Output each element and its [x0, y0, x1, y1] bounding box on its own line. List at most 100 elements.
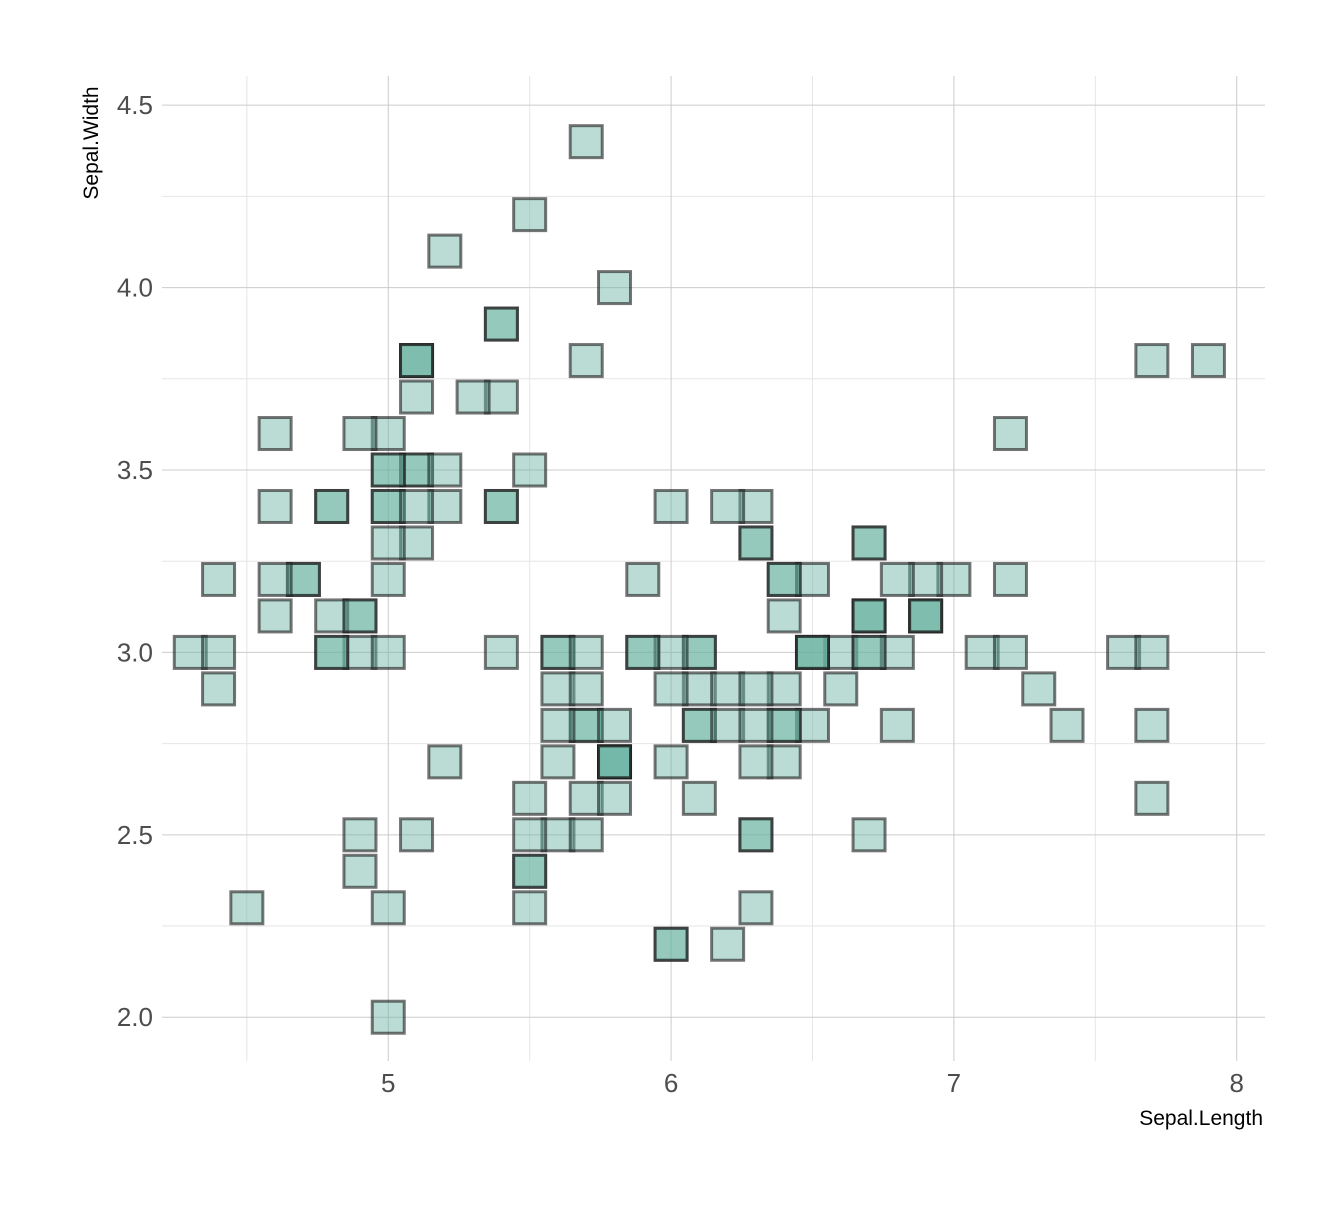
data-point [427, 233, 463, 269]
data-point [738, 525, 774, 561]
x-tick-label: 8 [1229, 1068, 1243, 1098]
data-point [342, 598, 378, 634]
data-point [851, 525, 887, 561]
data-point [766, 707, 802, 743]
data-point [568, 343, 604, 379]
data-point [512, 890, 548, 926]
data-point [597, 744, 633, 780]
data-point [851, 598, 887, 634]
data-point [766, 561, 802, 597]
data-point [1134, 343, 1170, 379]
y-axis-title: Sepal.Width [80, 86, 103, 199]
data-point [597, 270, 633, 306]
data-point [823, 634, 859, 670]
data-point [738, 707, 774, 743]
data-point [653, 488, 689, 524]
data-point [710, 707, 746, 743]
data-point [399, 452, 435, 488]
y-tick-label: 3.0 [117, 637, 153, 667]
data-point [992, 416, 1028, 452]
data-point [766, 671, 802, 707]
data-point [710, 671, 746, 707]
data-point [399, 379, 435, 415]
data-point [1049, 707, 1085, 743]
data-point [879, 634, 915, 670]
data-point [257, 416, 293, 452]
data-point [370, 416, 406, 452]
data-point [540, 707, 576, 743]
data-point [766, 598, 802, 634]
data-point [342, 853, 378, 889]
data-point [257, 598, 293, 634]
data-point [483, 379, 519, 415]
data-point [681, 671, 717, 707]
data-point [1106, 634, 1142, 670]
data-point [342, 817, 378, 853]
data-point [766, 744, 802, 780]
data-point [342, 634, 378, 670]
data-point [399, 488, 435, 524]
data-point [172, 634, 208, 670]
data-point [399, 343, 435, 379]
data-point [285, 561, 321, 597]
data-point [1134, 707, 1170, 743]
data-point [512, 452, 548, 488]
data-point [314, 634, 350, 670]
data-point [568, 817, 604, 853]
data-point [597, 707, 633, 743]
data-point [512, 853, 548, 889]
data-point [1134, 780, 1170, 816]
data-point [399, 525, 435, 561]
data-point [992, 634, 1028, 670]
data-point [1021, 671, 1057, 707]
data-point [370, 890, 406, 926]
y-axis-ticks: 2.0 2.5 3.0 3.5 4.0 4.5 [117, 90, 153, 1032]
data-point [794, 634, 830, 670]
data-point [738, 671, 774, 707]
data-point [738, 890, 774, 926]
data-point [201, 634, 237, 670]
data-point [823, 671, 859, 707]
data-point [370, 525, 406, 561]
data-point [908, 561, 944, 597]
data-point [512, 780, 548, 816]
data-point [455, 379, 491, 415]
y-tick-label: 2.5 [117, 820, 153, 850]
data-point [512, 817, 548, 853]
data-point [370, 561, 406, 597]
data-point [399, 817, 435, 853]
data-point [681, 634, 717, 670]
data-point [427, 744, 463, 780]
data-point [794, 561, 830, 597]
data-point [314, 488, 350, 524]
data-point [483, 306, 519, 342]
data-point [738, 488, 774, 524]
data-point [342, 416, 378, 452]
data-point [568, 780, 604, 816]
data-point [681, 780, 717, 816]
data-point [540, 634, 576, 670]
x-tick-label: 5 [381, 1068, 395, 1098]
grid-layer [162, 76, 1265, 1061]
data-point [908, 598, 944, 634]
y-tick-label: 4.0 [117, 273, 153, 303]
x-tick-label: 6 [664, 1068, 678, 1098]
data-point [568, 634, 604, 670]
data-point [964, 634, 1000, 670]
data-point [370, 488, 406, 524]
data-point [794, 707, 830, 743]
data-point [936, 561, 972, 597]
y-tick-label: 2.0 [117, 1002, 153, 1032]
data-point [653, 744, 689, 780]
data-point [370, 452, 406, 488]
data-point [512, 197, 548, 233]
data-point [653, 634, 689, 670]
data-point [540, 671, 576, 707]
data-point [710, 926, 746, 962]
data-point [992, 561, 1028, 597]
data-point [625, 561, 661, 597]
x-axis-title: Sepal.Length [1139, 1107, 1263, 1130]
data-point [681, 707, 717, 743]
data-point [625, 634, 661, 670]
x-axis-ticks: 5 6 7 8 [381, 1068, 1244, 1098]
